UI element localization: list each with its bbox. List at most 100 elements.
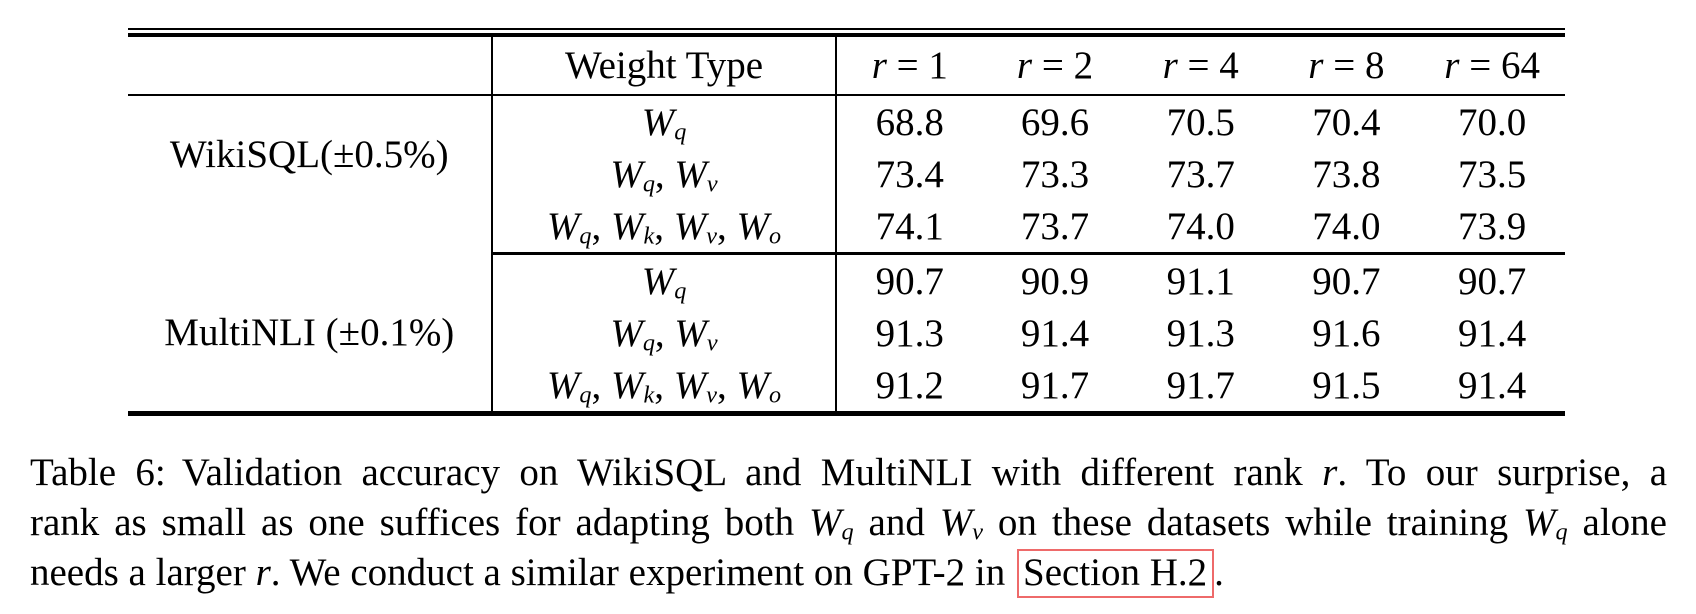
equals-sign: = — [1323, 44, 1365, 87]
math-weight-symbol: W — [736, 204, 769, 248]
math-weight-symbol: W — [610, 311, 643, 355]
math-subscript: q — [642, 328, 655, 356]
value-cell: 74.1 — [836, 200, 983, 255]
rank-value: 4 — [1219, 44, 1239, 87]
weight-type-label: Weight Type — [564, 44, 764, 87]
caption-text: and — [853, 501, 940, 544]
term-separator: , — [654, 311, 675, 355]
rank-value: 8 — [1364, 44, 1385, 87]
weight-type-cell: Wq — [490, 253, 838, 307]
equals-sign: = — [1177, 44, 1220, 87]
value-cell: 91.3 — [1166, 311, 1235, 355]
equals-sign: = — [1032, 44, 1074, 87]
value-cell: 90.9 — [1020, 259, 1090, 303]
math-subscript: q — [1555, 518, 1568, 546]
table-row: Wq, Wv 91.3 91.4 91.3 91.6 91.4 — [128, 307, 1565, 359]
value-cell: 91.1 — [1166, 259, 1235, 303]
math-weight-symbol: W — [546, 363, 580, 407]
math-subscript: q — [579, 221, 592, 249]
math-subscript: o — [768, 221, 782, 249]
value-cell: 73.7 — [982, 200, 1128, 255]
math-weight-symbol: W — [641, 100, 675, 144]
math-subscript: k — [643, 380, 655, 408]
table-row: MultiNLI (±0.1%) Wq 90.7 90.9 91.1 90.7 … — [128, 253, 1565, 354]
math-weight-symbol: W — [673, 204, 707, 248]
term-separator: , — [654, 152, 675, 196]
rank-header-r4: r = 4 — [1127, 37, 1274, 96]
rank-header-r1: r = 1 — [836, 37, 983, 96]
table-row: Wq, Wk, Wv, Wo 91.2 91.7 91.7 91.5 91.4 — [128, 359, 1565, 411]
table-row: Wq, Wv 73.4 73.3 73.7 73.8 73.5 — [128, 148, 1565, 200]
term-separator: , — [654, 363, 674, 407]
rank-value: 2 — [1073, 44, 1094, 87]
math-r: r — [255, 551, 271, 594]
table-bottom-rule — [128, 411, 1565, 416]
weight-type-cell: Wq, Wv — [490, 148, 838, 200]
rank-value: 1 — [928, 44, 948, 87]
term-separator: , — [591, 363, 612, 407]
weight-type-cell: Wq, Wk, Wv, Wo — [490, 200, 838, 255]
term-separator: , — [654, 204, 674, 248]
math-subscript: v — [972, 518, 983, 546]
math-r: r — [871, 44, 887, 87]
math-subscript: v — [706, 328, 718, 356]
math-weight-symbol: W — [809, 501, 842, 544]
math-weight-symbol: W — [610, 152, 643, 196]
math-weight-symbol: W — [546, 204, 580, 248]
value-cell: 90.7 — [1312, 259, 1381, 303]
math-subscript: q — [642, 169, 655, 197]
value-cell: 91.7 — [1020, 363, 1090, 407]
value-cell: 73.4 — [875, 152, 944, 196]
dataset-label-text: WikiSQL(±0.5%) — [169, 133, 449, 177]
math-r: r — [1016, 44, 1033, 87]
math-r: r — [1162, 44, 1178, 87]
dataset-label-multinli: MultiNLI (±0.1%) — [128, 254, 492, 412]
value-cell: 73.9 — [1419, 200, 1565, 255]
section-h2-link[interactable]: Section H.2 — [1017, 549, 1215, 598]
weight-type-cell: Wq, Wk, Wv, Wo — [490, 359, 838, 411]
math-weight-symbol: W — [611, 204, 644, 248]
math-weight-symbol: W — [611, 363, 644, 407]
rank-value: 64 — [1500, 44, 1540, 87]
math-weight-symbol: W — [736, 363, 769, 407]
rank-header-r8: r = 8 — [1273, 37, 1420, 96]
equals-sign: = — [886, 44, 929, 87]
value-cell: 70.0 — [1458, 100, 1527, 144]
caption-line-1: Table 6: Validation accuracy on WikiSQL a… — [30, 448, 1667, 498]
dataset-label-wikisql: WikiSQL(±0.5%) — [128, 95, 492, 254]
value-cell: 73.8 — [1312, 152, 1381, 196]
table-header-row: Weight Type r = 1 r = 2 r = 4 r = 8 r = … — [128, 37, 1565, 96]
math-subscript: q — [579, 380, 592, 408]
value-cell: 91.4 — [1020, 311, 1090, 355]
math-weight-symbol: W — [1523, 501, 1556, 544]
value-cell: 68.8 — [875, 100, 944, 144]
term-separator: , — [591, 204, 612, 248]
caption-text: alone — [1567, 501, 1667, 544]
caption-text: needs a larger — [30, 551, 256, 594]
weight-type-cell: Wq — [490, 95, 838, 148]
math-subscript: v — [706, 221, 717, 249]
math-subscript: v — [706, 169, 718, 197]
table-caption: Table 6: Validation accuracy on WikiSQL a… — [30, 448, 1667, 598]
math-weight-symbol: W — [674, 152, 707, 196]
math-r: r — [1444, 44, 1460, 87]
value-cell: 91.2 — [875, 363, 944, 407]
value-cell: 73.3 — [1020, 152, 1090, 196]
math-subscript: k — [643, 221, 655, 249]
term-separator: , — [716, 204, 737, 248]
caption-text: Validation accuracy on WikiSQL and Multi… — [181, 451, 1323, 494]
rank-header-r2: r = 2 — [982, 37, 1128, 96]
caption-text: on these datasets while training — [982, 501, 1524, 544]
math-subscript: o — [768, 380, 782, 408]
math-subscript: q — [841, 518, 854, 546]
caption-text: . — [1214, 551, 1224, 594]
rank-header-r64: r = 64 — [1419, 37, 1565, 96]
caption-text: . To our surprise, a — [1337, 451, 1668, 494]
value-cell: 91.4 — [1458, 363, 1527, 407]
math-r: r — [1308, 44, 1324, 87]
caption-line-2: rank as small as one suffices for adapti… — [30, 498, 1667, 548]
empty-header-cell — [128, 37, 492, 96]
dataset-label-text: MultiNLI (±0.1%) — [164, 310, 455, 354]
value-cell: 73.5 — [1458, 152, 1527, 196]
